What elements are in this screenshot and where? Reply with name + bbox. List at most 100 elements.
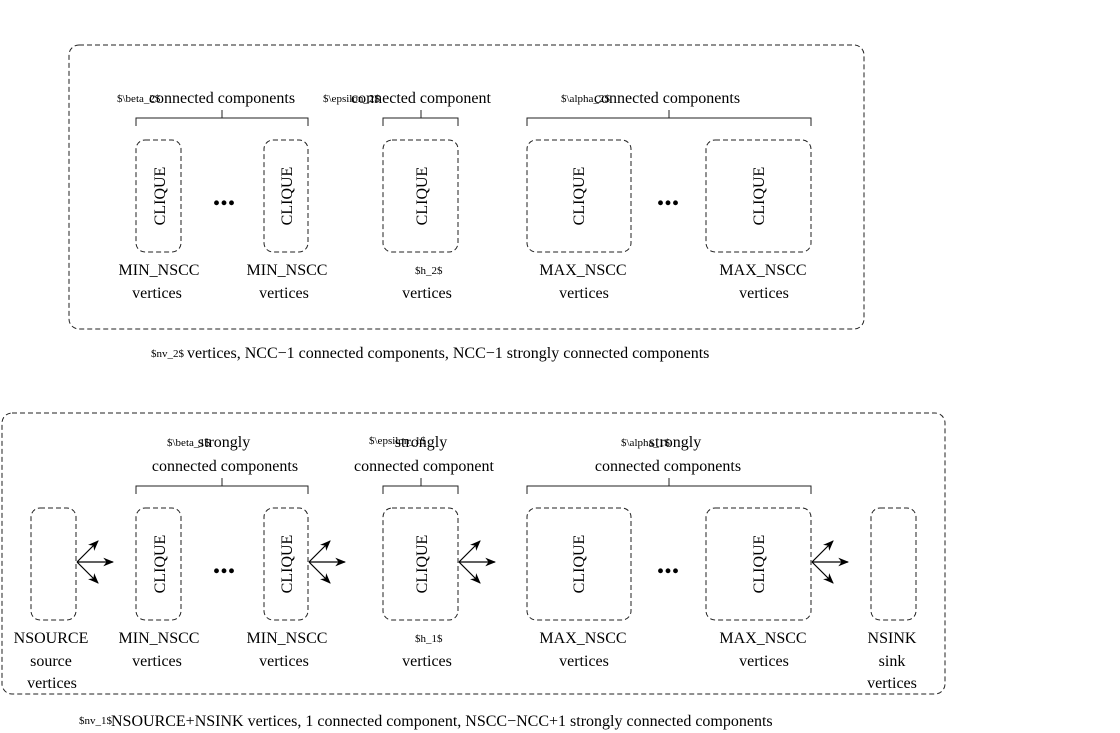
clique-label: CLIQUE	[152, 167, 169, 226]
clique-label: CLIQUE	[414, 535, 431, 594]
svg-text:vertices: vertices	[559, 653, 609, 670]
bottom-label-h-math: $h_1$	[415, 633, 443, 645]
top-outer-box	[68, 44, 865, 330]
arrow-fan-max2	[811, 540, 850, 584]
bottom-clique-min2: CLIQUE	[263, 507, 309, 621]
bottom-brace-mid-math: $\epsilon_1$	[369, 435, 426, 447]
top-brace-right: $\alpha_2$ connected components	[526, 90, 812, 126]
bottom-clique-h: CLIQUE	[382, 507, 459, 621]
top-brace-right-label: connected components	[594, 90, 740, 107]
clique-label: CLIQUE	[751, 535, 768, 594]
top-ellipsis-left: ...	[213, 179, 236, 212]
top-brace-mid-label: connected component	[351, 90, 492, 107]
bottom-brace-right: $\alpha_1$ strongly connected components	[526, 434, 812, 494]
svg-text:vertices: vertices	[259, 653, 309, 670]
svg-text:vertices: vertices	[867, 675, 917, 692]
top-label-max2: MAX_NSCC vertices	[719, 262, 806, 302]
top-clique-h: CLIQUE	[382, 139, 459, 253]
clique-label: CLIQUE	[414, 167, 431, 226]
clique-label: CLIQUE	[279, 535, 296, 594]
bottom-label-source: NSOURCE source vertices	[14, 630, 89, 692]
top-label-max1: MAX_NSCC vertices	[539, 262, 626, 302]
bottom-caption-math: $nv_1$	[79, 715, 113, 727]
clique-label: CLIQUE	[571, 535, 588, 594]
bottom-clique-min1: CLIQUE	[135, 507, 182, 621]
svg-text:vertices: vertices	[132, 653, 182, 670]
top-caption: $nv_2$ vertices, NCC−1 connected compone…	[151, 345, 709, 362]
top-brace-right-math: $\alpha_2$	[561, 93, 610, 105]
svg-text:NSOURCE: NSOURCE	[14, 630, 89, 647]
svg-text:strongly: strongly	[198, 434, 250, 451]
bottom-label-max1: MAX_NSCC vertices	[539, 630, 626, 670]
svg-text:strongly: strongly	[649, 434, 701, 451]
bottom-label-min1: MIN_NSCC vertices	[119, 630, 200, 670]
svg-text:vertices: vertices	[559, 285, 609, 302]
bottom-label-h: $h_1$ vertices	[402, 633, 452, 670]
top-label-min2: MIN_NSCC vertices	[247, 262, 328, 302]
clique-label: CLIQUE	[279, 167, 296, 226]
top-brace-left: $\beta_2$ connected components	[117, 90, 309, 126]
svg-text:vertices: vertices	[739, 653, 789, 670]
svg-text:MAX_NSCC: MAX_NSCC	[719, 630, 806, 647]
svg-text:MIN_NSCC: MIN_NSCC	[247, 262, 328, 279]
svg-text:MAX_NSCC: MAX_NSCC	[719, 262, 806, 279]
bottom-source-box	[30, 507, 77, 621]
top-brace-left-label: connected components	[149, 90, 295, 107]
svg-text:MIN_NSCC: MIN_NSCC	[119, 630, 200, 647]
bottom-label-sink: NSINK sink vertices	[867, 630, 917, 692]
bottom-clique-max1: CLIQUE	[526, 507, 632, 621]
clique-label: CLIQUE	[751, 167, 768, 226]
top-caption-text: vertices, NCC−1 connected components, NC…	[187, 345, 709, 362]
svg-text:MIN_NSCC: MIN_NSCC	[119, 262, 200, 279]
clique-label: CLIQUE	[152, 535, 169, 594]
arrow-fan-source	[76, 540, 115, 584]
bottom-diagram: $\beta_1$ strongly connected components …	[1, 412, 946, 730]
bottom-caption: $nv_1$ NSOURCE+NSINK vertices, 1 connect…	[79, 713, 773, 730]
bottom-sink-box	[870, 507, 917, 621]
top-clique-min2: CLIQUE	[263, 139, 309, 253]
top-label-h: $h_2$ vertices	[402, 265, 452, 302]
svg-text:sink: sink	[879, 653, 906, 670]
clique-label: CLIQUE	[571, 167, 588, 226]
top-brace-left-math: $\beta_2$	[117, 93, 161, 105]
top-ellipsis-right: ...	[657, 179, 680, 212]
svg-text:vertices: vertices	[259, 285, 309, 302]
svg-text:NSINK: NSINK	[868, 630, 917, 647]
svg-text:source: source	[30, 653, 72, 670]
arrow-fan-h	[458, 540, 497, 584]
svg-text:connected component: connected component	[354, 458, 495, 475]
svg-text:MIN_NSCC: MIN_NSCC	[247, 630, 328, 647]
svg-text:vertices: vertices	[132, 285, 182, 302]
top-brace-mid-math: $\epsilon_2$	[323, 93, 380, 105]
svg-text:vertices: vertices	[402, 653, 452, 670]
top-clique-max1: CLIQUE	[526, 139, 632, 253]
svg-text:vertices: vertices	[739, 285, 789, 302]
bottom-brace-mid: $\epsilon_1$ strongly connected componen…	[354, 434, 495, 494]
bottom-caption-text: NSOURCE+NSINK vertices, 1 connected comp…	[111, 713, 773, 730]
bottom-brace-right-math: $\alpha_1$	[621, 437, 670, 449]
bottom-ellipsis-left: ...	[213, 547, 236, 580]
bottom-label-max2: MAX_NSCC vertices	[719, 630, 806, 670]
svg-text:MAX_NSCC: MAX_NSCC	[539, 262, 626, 279]
svg-text:connected components: connected components	[595, 458, 741, 475]
top-brace-mid: $\epsilon_2$ connected component	[323, 90, 492, 126]
svg-text:connected components: connected components	[152, 458, 298, 475]
bottom-outer-box	[1, 412, 946, 695]
svg-text:MAX_NSCC: MAX_NSCC	[539, 630, 626, 647]
bottom-label-min2: MIN_NSCC vertices	[247, 630, 328, 670]
bottom-ellipsis-right: ...	[657, 547, 680, 580]
top-clique-max2: CLIQUE	[705, 139, 812, 253]
top-label-h-math: $h_2$	[415, 265, 443, 277]
bottom-brace-left: $\beta_1$ strongly connected components	[135, 434, 309, 494]
top-clique-min1: CLIQUE	[135, 139, 182, 253]
top-diagram: $\beta_2$ connected components $\epsilon…	[68, 44, 865, 362]
top-label-min1: MIN_NSCC vertices	[119, 262, 200, 302]
bottom-brace-left-math: $\beta_1$	[167, 437, 211, 449]
svg-text:vertices: vertices	[402, 285, 452, 302]
bottom-clique-max2: CLIQUE	[705, 507, 812, 621]
arrow-fan-min2	[308, 540, 347, 584]
top-caption-math: $nv_2$	[151, 348, 185, 360]
svg-text:vertices: vertices	[27, 675, 77, 692]
svg-text:strongly: strongly	[395, 434, 447, 451]
